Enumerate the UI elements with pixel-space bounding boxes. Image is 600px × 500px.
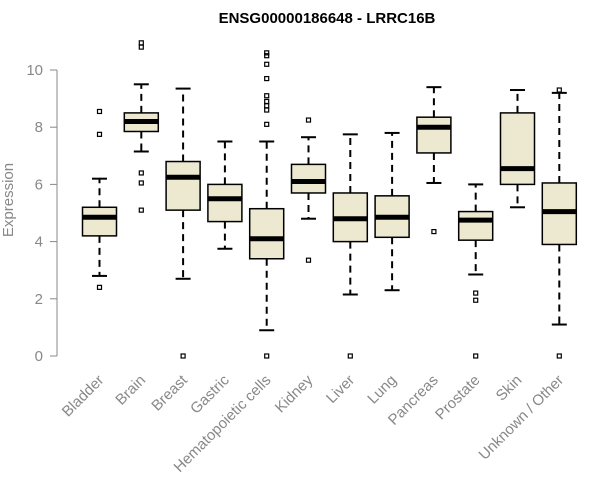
box-iqr [499, 112, 536, 186]
outlier-point [556, 87, 562, 93]
outlier-point [138, 170, 144, 176]
outlier-point [347, 353, 353, 359]
outlier-point [264, 53, 270, 59]
box-prostate [457, 183, 494, 359]
box-gastric [207, 140, 243, 250]
y-axis: 0 2 4 6 8 10 [26, 62, 58, 365]
outlier-point [138, 207, 144, 213]
outlier-point [96, 108, 103, 115]
box-skin [499, 89, 536, 209]
x-category-label: Prostate [432, 372, 484, 424]
y-tick-label: 6 [35, 176, 43, 193]
outlier-point [96, 131, 103, 137]
chart-title: ENSG00000186648 - LRRC16B [219, 10, 436, 27]
box-iqr [248, 207, 285, 260]
outlier-point [431, 228, 437, 235]
outlier-point [556, 353, 562, 359]
outlier-point [264, 50, 270, 56]
x-category-label: Liver [323, 372, 358, 407]
box-lung [374, 131, 410, 292]
outlier-point [264, 61, 270, 67]
box-hematopoietic-cells [248, 50, 285, 359]
box-iqr [416, 116, 452, 154]
outlier-point [264, 103, 270, 109]
outlier-point [264, 98, 270, 105]
outlier-point [138, 44, 144, 50]
box-pancreas [416, 86, 452, 235]
y-axis-label: Expression [0, 163, 17, 237]
box-iqr [81, 206, 118, 237]
outlier-point [264, 121, 270, 127]
outlier-point [96, 284, 103, 290]
outlier-point [305, 117, 312, 123]
outlier-point [473, 290, 479, 296]
x-category-label: Breast [148, 371, 191, 414]
box-breast [165, 87, 201, 359]
x-category-label: Bladder [59, 372, 108, 421]
box-iqr [457, 210, 494, 241]
box-kidney [290, 117, 327, 263]
outlier-point [138, 40, 144, 46]
outlier-point [305, 257, 312, 263]
outlier-point [473, 353, 479, 359]
y-tick-label: 2 [35, 291, 43, 308]
outlier-point [473, 297, 479, 303]
outlier-point [138, 180, 144, 186]
outlier-point [264, 353, 270, 359]
box-iqr [165, 160, 201, 211]
x-category-label: Lung [364, 372, 400, 408]
box-group [81, 40, 578, 359]
outlier-point [264, 75, 270, 82]
box-iqr [290, 163, 327, 194]
outlier-point [180, 353, 186, 359]
box-unknown-other [541, 87, 578, 359]
x-category-label: Skin [493, 372, 526, 405]
y-tick-label: 10 [26, 62, 43, 79]
y-tick-label: 4 [35, 234, 43, 251]
outlier-point [264, 93, 270, 99]
box-brain [123, 40, 160, 213]
outlier-point [264, 107, 270, 113]
y-tick-label: 0 [35, 348, 43, 365]
box-liver [332, 133, 369, 359]
box-bladder [81, 108, 118, 290]
x-category-label: Kidney [272, 371, 317, 416]
box-iqr [207, 183, 243, 223]
y-tick-label: 8 [35, 119, 43, 136]
x-category-label: Brain [112, 372, 149, 409]
